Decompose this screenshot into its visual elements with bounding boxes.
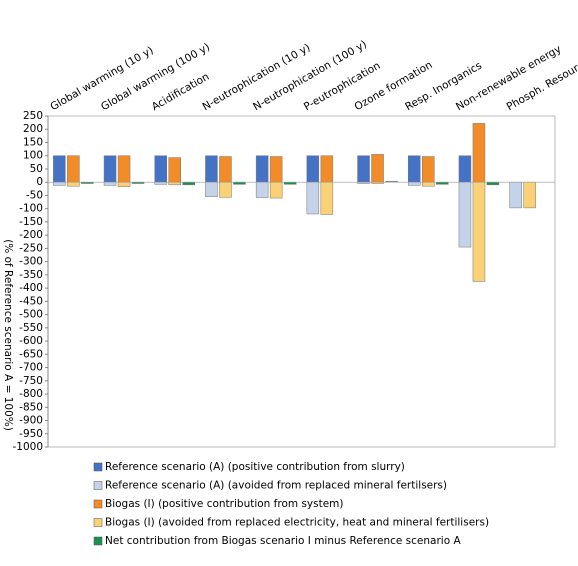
y-tick-label: -200	[19, 229, 43, 241]
y-tick-label: -1000	[12, 441, 43, 453]
y-tick-label: -250	[19, 242, 43, 254]
bar	[283, 181, 297, 185]
bar	[422, 156, 435, 183]
legend-label: Biogas (I) (avoided from replaced electr…	[105, 517, 489, 529]
bar	[371, 154, 384, 183]
y-tick-label: 150	[23, 136, 43, 148]
bar	[182, 181, 195, 186]
legend-swatch	[93, 481, 103, 490]
bar	[472, 123, 486, 183]
bar	[472, 181, 486, 282]
bar	[219, 181, 232, 198]
bar	[154, 181, 167, 185]
legend-swatch	[93, 536, 103, 546]
bar	[306, 155, 320, 183]
legend-swatch	[93, 462, 103, 472]
y-tick-label: -650	[19, 348, 43, 360]
bar	[53, 181, 66, 186]
bar	[436, 181, 449, 185]
y-tick-label: 250	[23, 110, 43, 122]
bar	[205, 155, 218, 183]
bar	[103, 181, 117, 186]
y-tick-label: -550	[19, 322, 43, 334]
bar	[269, 181, 283, 199]
bar	[103, 155, 117, 183]
y-tick-label: -300	[19, 256, 43, 268]
y-tick-label: 0	[36, 176, 43, 188]
y-tick-label: -50	[26, 189, 43, 201]
bar	[269, 156, 283, 183]
bar	[53, 155, 66, 183]
y-tick-label: -700	[19, 362, 43, 374]
bar	[233, 181, 246, 185]
bar	[67, 155, 80, 183]
bar	[320, 155, 334, 183]
y-axis-label: (% of Reference scenario A = 100%)	[2, 239, 14, 431]
y-tick-label: -350	[19, 269, 43, 281]
y-tick-label: -400	[19, 282, 43, 294]
bar	[408, 181, 421, 186]
legend-label: Net contribution from Biogas scenario I …	[105, 535, 461, 547]
y-tick-label: -600	[19, 335, 43, 347]
y-tick-label: -100	[19, 203, 43, 215]
bar	[486, 181, 500, 186]
y-tick-label: -150	[19, 216, 43, 228]
y-tick-label: 200	[23, 123, 43, 135]
bar	[117, 155, 131, 183]
bar	[117, 181, 131, 187]
bar	[408, 155, 421, 183]
bar	[219, 156, 232, 183]
legend-swatch	[93, 499, 103, 509]
bar	[422, 181, 435, 187]
legend-label: Reference scenario (A) (positive contrib…	[105, 461, 405, 473]
bar	[205, 181, 218, 198]
bar	[357, 155, 370, 183]
bar	[154, 155, 167, 183]
y-tick-label: -850	[19, 401, 43, 413]
y-tick-label: -500	[19, 309, 43, 321]
bar	[306, 181, 320, 215]
bar	[255, 181, 269, 198]
bar	[509, 181, 522, 209]
bar	[168, 181, 181, 186]
y-tick-label: -950	[19, 428, 43, 440]
bar	[168, 157, 181, 183]
bar	[320, 181, 334, 215]
y-tick-label: 50	[30, 163, 43, 175]
y-tick-label: -900	[19, 415, 43, 427]
bar	[67, 181, 80, 187]
y-tick-label: -750	[19, 375, 43, 387]
bar	[523, 181, 536, 209]
legend-label: Biogas (I) (positive contribution from s…	[105, 498, 344, 510]
legend-label: Reference scenario (A) (avoided from rep…	[105, 480, 447, 492]
y-tick-label: 100	[23, 150, 43, 162]
y-tick-label: -450	[19, 295, 43, 307]
bar	[458, 155, 472, 183]
y-tick-label: -800	[19, 388, 43, 400]
bar	[458, 181, 472, 248]
legend-swatch	[93, 518, 103, 527]
bar	[255, 155, 269, 183]
